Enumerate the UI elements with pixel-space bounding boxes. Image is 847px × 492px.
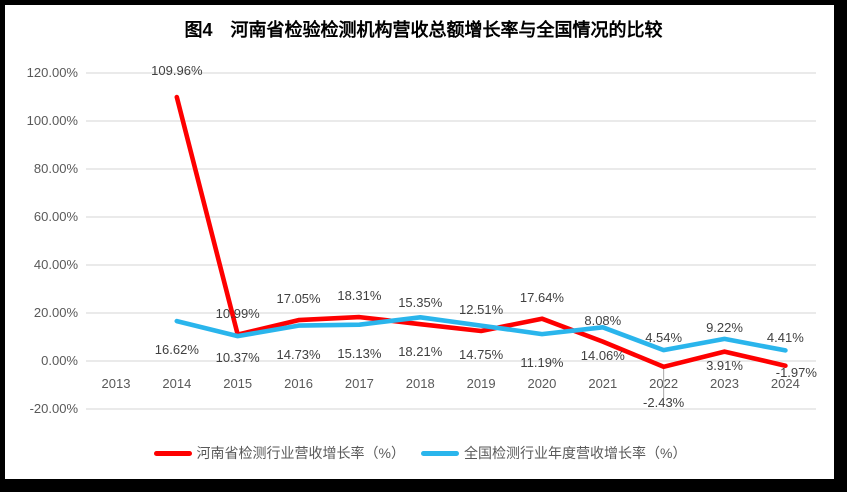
y-tick-label: 120.00% (26, 65, 78, 80)
data-label: -2.43% (643, 394, 685, 410)
y-tick-label: 40.00% (33, 257, 78, 272)
legend-label-national: 全国检测行业年度营收增长率（%） (464, 445, 687, 461)
data-label: 9.22% (706, 319, 743, 335)
data-label: 11.19% (520, 355, 564, 371)
x-tick-label: 2014 (162, 376, 192, 391)
data-label: 14.75% (459, 346, 504, 362)
data-label: 14.06% (580, 348, 625, 364)
y-tick-label: 0.00% (41, 353, 78, 368)
data-label: 10.99% (215, 305, 260, 321)
data-label: 3.91% (706, 357, 743, 373)
y-tick-label: 80.00% (33, 161, 78, 176)
series-line-henan (174, 94, 788, 370)
y-tick-label: 20.00% (33, 305, 78, 320)
legend-red-line-icon (153, 450, 192, 456)
data-label: 15.13% (337, 345, 382, 361)
data-label: 14.73% (276, 346, 321, 362)
x-tick-label: 2017 (344, 376, 374, 391)
data-label: 10.37% (215, 350, 260, 366)
legend-item-henan: 河南省检测行业营收增长率（%） (153, 443, 405, 463)
series-line-national (174, 314, 788, 353)
x-tick-label: 2020 (527, 376, 557, 391)
x-tick-label: 2015 (223, 376, 253, 391)
legend-item-national: 全国检测行业年度营收增长率（%） (421, 443, 686, 463)
data-label: 16.62% (154, 342, 199, 358)
data-label: 18.31% (337, 288, 382, 304)
data-label: 15.35% (398, 295, 443, 311)
data-label: 8.08% (584, 312, 622, 328)
legend-label-henan: 河南省检测行业营收增长率（%） (196, 445, 405, 461)
legend-blue-line-icon (421, 450, 459, 456)
chart-title: 图4 河南省检验检测机构营收总额增长率与全国情况的比较 (184, 20, 663, 40)
data-label: 4.54% (645, 330, 683, 346)
x-tick-label: 2023 (710, 376, 739, 391)
x-tick-label: 2018 (405, 376, 435, 391)
x-tick-label: 2016 (284, 376, 314, 391)
x-tick-label: 2022 (649, 376, 679, 391)
data-label: 18.21% (398, 344, 443, 360)
data-label: 17.64% (519, 289, 564, 305)
data-label: -1.97% (775, 364, 817, 380)
y-tick-label: 60.00% (33, 209, 78, 224)
y-tick-label: -20.00% (29, 401, 78, 416)
y-tick-label: 100.00% (26, 113, 78, 128)
legend: 河南省检测行业营收增长率（%） 全国检测行业年度营收增长率（%） (5, 443, 834, 463)
x-tick-label: 2019 (466, 376, 496, 391)
data-label: 109.96% (151, 63, 203, 79)
data-label: 4.41% (766, 330, 804, 346)
x-tick-label: 2013 (101, 376, 131, 391)
x-tick-label: 2021 (588, 376, 618, 391)
data-label: 17.05% (276, 291, 321, 307)
x-tick-label: 2024 (770, 376, 800, 391)
data-label: 12.51% (459, 301, 504, 317)
